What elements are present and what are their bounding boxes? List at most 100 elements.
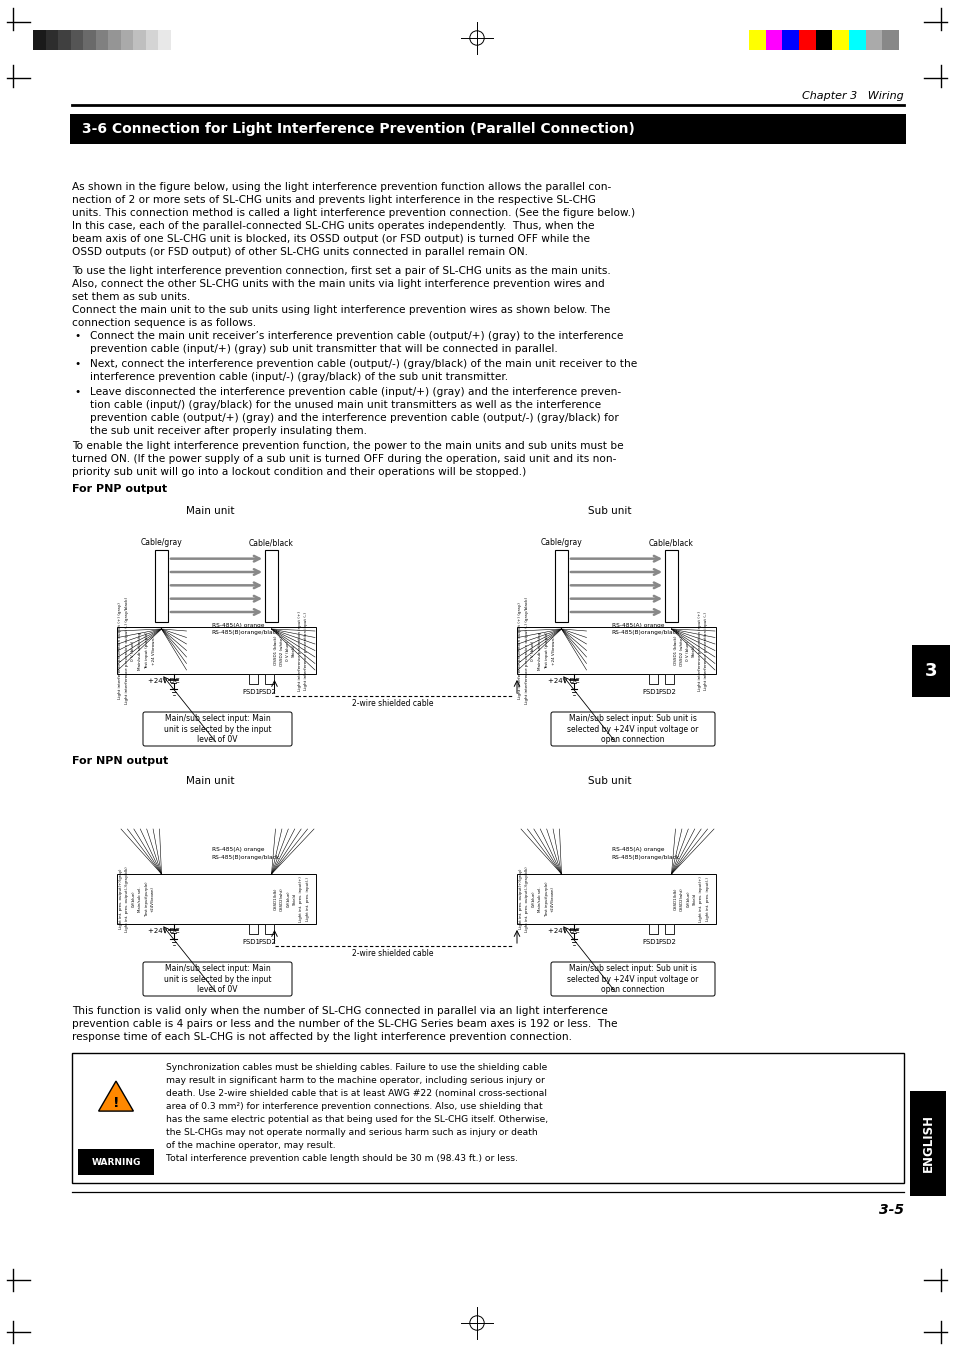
Bar bbox=[864, 30, 882, 50]
Bar bbox=[848, 30, 864, 50]
Text: Light int. prev. output(+)(gray): Light int. prev. output(+)(gray) bbox=[119, 869, 123, 930]
Text: OSSD1 (black): OSSD1 (black) bbox=[274, 636, 277, 666]
Bar bbox=[517, 874, 716, 924]
Text: Leave disconnected the interference prevention cable (input/+) (gray) and the in: Leave disconnected the interference prev… bbox=[90, 387, 620, 396]
Text: Cable/gray: Cable/gray bbox=[540, 538, 581, 547]
Text: OSSD2 (white): OSSD2 (white) bbox=[679, 636, 683, 666]
Text: To enable the light interference prevention function, the power to the main unit: To enable the light interference prevent… bbox=[71, 441, 623, 451]
Text: For NPN output: For NPN output bbox=[71, 756, 168, 766]
FancyBboxPatch shape bbox=[551, 712, 714, 746]
Bar bbox=[765, 30, 781, 50]
Text: Connect the main unit to the sub units using light interference prevention wires: Connect the main unit to the sub units u… bbox=[71, 304, 610, 315]
Text: Main/sub select input: Main
unit is selected by the input
level of 0V: Main/sub select input: Main unit is sele… bbox=[164, 965, 271, 994]
Bar bbox=[71, 1053, 903, 1183]
Text: Light interference prevention output (+) (gray): Light interference prevention output (+)… bbox=[118, 602, 122, 700]
Text: area of 0.3 mm²) for interference prevention connections. Also, use shielding th: area of 0.3 mm²) for interference preven… bbox=[166, 1101, 542, 1111]
Text: FSD2: FSD2 bbox=[658, 689, 676, 695]
Text: OSSD2(wht): OSSD2(wht) bbox=[679, 888, 683, 911]
Text: set them as sub units.: set them as sub units. bbox=[71, 292, 190, 302]
Text: 3: 3 bbox=[923, 662, 936, 679]
Text: RS-485(B)orange/black: RS-485(B)orange/black bbox=[212, 855, 279, 861]
FancyBboxPatch shape bbox=[551, 962, 714, 996]
Text: +24V DC: +24V DC bbox=[547, 928, 578, 934]
Bar bbox=[108, 30, 120, 50]
Bar bbox=[46, 30, 58, 50]
Text: Light int. prev. input(-): Light int. prev. input(-) bbox=[305, 877, 310, 921]
Text: 0V(blue): 0V(blue) bbox=[531, 890, 536, 908]
Text: Sub unit: Sub unit bbox=[588, 506, 631, 515]
Text: Shield: Shield bbox=[293, 893, 296, 905]
Text: Light int. prev. input(+): Light int. prev. input(+) bbox=[699, 875, 702, 921]
Text: FSD2: FSD2 bbox=[258, 939, 276, 944]
Bar bbox=[95, 30, 108, 50]
Text: FSD1: FSD1 bbox=[641, 939, 659, 944]
Text: 3-6 Connection for Light Interference Prevention (Parallel Connection): 3-6 Connection for Light Interference Pr… bbox=[82, 122, 634, 137]
FancyBboxPatch shape bbox=[143, 962, 292, 996]
Bar bbox=[664, 924, 673, 934]
Polygon shape bbox=[98, 1081, 133, 1111]
Text: Light interference prevention input (+): Light interference prevention input (+) bbox=[297, 610, 301, 690]
Bar bbox=[158, 30, 171, 50]
Text: +24V DC: +24V DC bbox=[148, 928, 179, 934]
Text: This function is valid only when the number of SL-CHG connected in parallel via : This function is valid only when the num… bbox=[71, 1007, 607, 1016]
Text: +24 V(brown): +24 V(brown) bbox=[152, 636, 155, 664]
Bar bbox=[781, 30, 799, 50]
Bar bbox=[117, 874, 315, 924]
Bar bbox=[815, 30, 831, 50]
Text: RS-485(A) orange: RS-485(A) orange bbox=[611, 847, 663, 852]
Text: OSSD2 (white): OSSD2 (white) bbox=[279, 636, 283, 666]
Text: Chapter 3   Wiring: Chapter 3 Wiring bbox=[801, 91, 903, 101]
Bar bbox=[265, 551, 277, 622]
Text: •: • bbox=[74, 359, 80, 369]
Text: Cable/black: Cable/black bbox=[648, 538, 693, 547]
Text: +24V DC: +24V DC bbox=[148, 678, 179, 685]
Bar bbox=[799, 30, 815, 50]
Text: +24V DC: +24V DC bbox=[547, 678, 578, 685]
Text: Cable/black: Cable/black bbox=[249, 538, 294, 547]
Text: Main/sub selecting: Main/sub selecting bbox=[537, 632, 541, 670]
Bar bbox=[71, 30, 83, 50]
Bar bbox=[648, 674, 658, 685]
Text: For PNP output: For PNP output bbox=[71, 484, 167, 494]
Bar bbox=[265, 674, 274, 685]
Text: OSSD2(wht): OSSD2(wht) bbox=[279, 888, 284, 911]
Text: Cable/gray: Cable/gray bbox=[140, 538, 182, 547]
Text: 0 V (blue): 0 V (blue) bbox=[685, 640, 689, 660]
Bar bbox=[146, 30, 158, 50]
Bar bbox=[664, 551, 678, 622]
Bar bbox=[664, 674, 673, 685]
Text: Also, connect the other SL-CHG units with the main units via light interference : Also, connect the other SL-CHG units wit… bbox=[71, 279, 604, 290]
Text: 2-wire shielded cable: 2-wire shielded cable bbox=[352, 948, 434, 958]
Bar bbox=[555, 551, 567, 622]
Bar bbox=[265, 924, 274, 934]
Text: Shield: Shield bbox=[692, 893, 696, 905]
Bar bbox=[249, 674, 257, 685]
Text: 0 V (blue): 0 V (blue) bbox=[285, 640, 290, 660]
Text: Main/sub select input: Sub unit is
selected by +24V input voltage or
open connec: Main/sub select input: Sub unit is selec… bbox=[567, 965, 698, 994]
Bar bbox=[154, 551, 168, 622]
Text: Sub unit: Sub unit bbox=[588, 777, 631, 786]
Bar bbox=[909, 1091, 945, 1196]
Text: death. Use 2-wire shielded cable that is at least AWG #22 (nominal cross-section: death. Use 2-wire shielded cable that is… bbox=[166, 1089, 546, 1099]
Text: Test input (purple): Test input (purple) bbox=[544, 632, 548, 670]
Text: Light interference prevention input (+): Light interference prevention input (+) bbox=[697, 610, 701, 690]
Text: Main/sub select input: Main
unit is selected by the input
level of 0V: Main/sub select input: Main unit is sele… bbox=[164, 714, 271, 744]
Text: OSSD1(blk): OSSD1(blk) bbox=[673, 888, 677, 911]
Text: 0 V (blue): 0 V (blue) bbox=[531, 640, 535, 660]
Text: FSD2: FSD2 bbox=[258, 689, 276, 695]
Text: •: • bbox=[74, 331, 80, 341]
Text: Main/sub select input: Sub unit is
selected by +24V input voltage or
open connec: Main/sub select input: Sub unit is selec… bbox=[567, 714, 698, 744]
Text: ENGLISH: ENGLISH bbox=[921, 1115, 934, 1172]
Text: Main unit: Main unit bbox=[186, 506, 234, 515]
Text: •: • bbox=[74, 387, 80, 396]
Text: +24V(brown): +24V(brown) bbox=[151, 886, 155, 912]
Text: 0V(blue): 0V(blue) bbox=[286, 890, 290, 908]
Text: As shown in the figure below, using the light interference prevention function a: As shown in the figure below, using the … bbox=[71, 183, 611, 192]
Text: 0V(blue): 0V(blue) bbox=[685, 890, 690, 908]
Text: Main/sub sel.: Main/sub sel. bbox=[537, 886, 541, 912]
Bar bbox=[911, 645, 949, 697]
Text: OSSD outputs (or FSD output) of other SL-CHG units connected in parallel remain : OSSD outputs (or FSD output) of other SL… bbox=[71, 248, 527, 257]
Text: RS-485(A) orange: RS-485(A) orange bbox=[611, 622, 663, 628]
Text: prevention cable (output/+) (gray) and the interference prevention cable (output: prevention cable (output/+) (gray) and t… bbox=[90, 413, 618, 423]
Text: FSD1: FSD1 bbox=[641, 689, 659, 695]
